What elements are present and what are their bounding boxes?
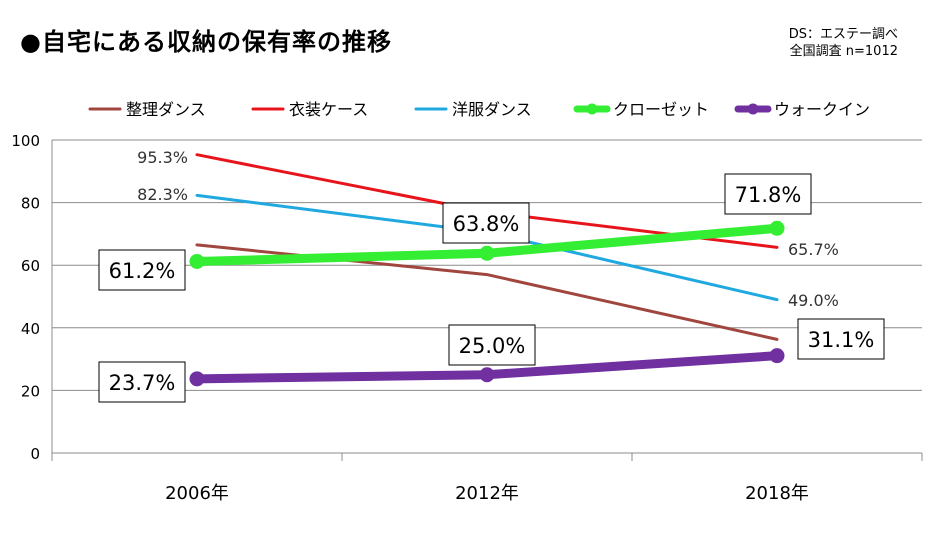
- data-label-1-0: 95.3%: [137, 148, 188, 167]
- data-label-4-2: 31.1%: [808, 328, 875, 352]
- y-tick-label-100: 100: [11, 132, 40, 150]
- legend-label-2: 洋服ダンス: [452, 100, 532, 119]
- x-axis: 2006年 2012年 2018年: [51, 452, 923, 504]
- data-label-3-0: 61.2%: [109, 259, 176, 283]
- data-point-3-1: [479, 245, 495, 261]
- y-tick-label-0: 0: [30, 445, 40, 463]
- data-label-4-1: 25.0%: [459, 334, 526, 358]
- legend-label-4: ウォークイン: [774, 100, 870, 119]
- x-tick-label-2: 2018年: [745, 483, 809, 504]
- x-tick-label-1: 2012年: [455, 483, 519, 504]
- source-line-1: DS：エステー調べ: [788, 27, 898, 42]
- x-tick-label-0: 2006年: [165, 483, 229, 504]
- source-note: DS：エステー調べ 全国調査 n=1012: [678, 26, 898, 60]
- data-label-3-1: 63.8%: [453, 212, 520, 236]
- legend: 整理ダンス 衣装ケース 洋服ダンス クローゼット ウォークイン: [88, 100, 870, 119]
- data-labels: 95.3% 65.7% 82.3% 49.0% 61.2% 63.8% 71.8% 23.7%…: [98, 148, 885, 403]
- y-tick-label-60: 60: [21, 257, 40, 275]
- data-label-2-0: 82.3%: [137, 185, 188, 204]
- legend-marker-4: [747, 103, 759, 115]
- data-label-3-2: 71.8%: [735, 183, 802, 207]
- chart-title: ●自宅にある収納の保有率の推移: [20, 28, 392, 56]
- legend-label-3: クローゼット: [613, 100, 709, 119]
- y-tick-label-40: 40: [21, 320, 40, 338]
- data-point-3-0: [189, 253, 205, 269]
- data-label-4-0: 23.7%: [109, 371, 176, 395]
- data-label-box-4-1: [448, 324, 536, 366]
- y-tick-label-20: 20: [21, 382, 40, 400]
- data-label-box-4-0: [98, 361, 186, 403]
- data-label-2-2: 49.0%: [788, 291, 839, 310]
- legend-label-1: 衣装ケース: [289, 100, 368, 119]
- data-label-box-3-1: [442, 202, 530, 244]
- data-label-box-3-2: [724, 173, 812, 215]
- data-point-4-2: [769, 348, 785, 364]
- source-line-2: 全国調査 n=1012: [789, 44, 898, 59]
- legend-marker-3: [586, 103, 598, 115]
- data-label-box-4-2: [797, 318, 885, 360]
- y-tick-label-80: 80: [21, 195, 40, 213]
- data-label-box-3-0: [98, 249, 186, 291]
- y-axis: 0 20 40 60 80 100: [11, 132, 53, 463]
- legend-label-0: 整理ダンス: [126, 100, 206, 119]
- data-point-3-2: [769, 220, 785, 236]
- data-point-4-1: [479, 367, 495, 383]
- data-label-1-2: 65.7%: [788, 240, 839, 259]
- data-point-4-0: [189, 371, 205, 387]
